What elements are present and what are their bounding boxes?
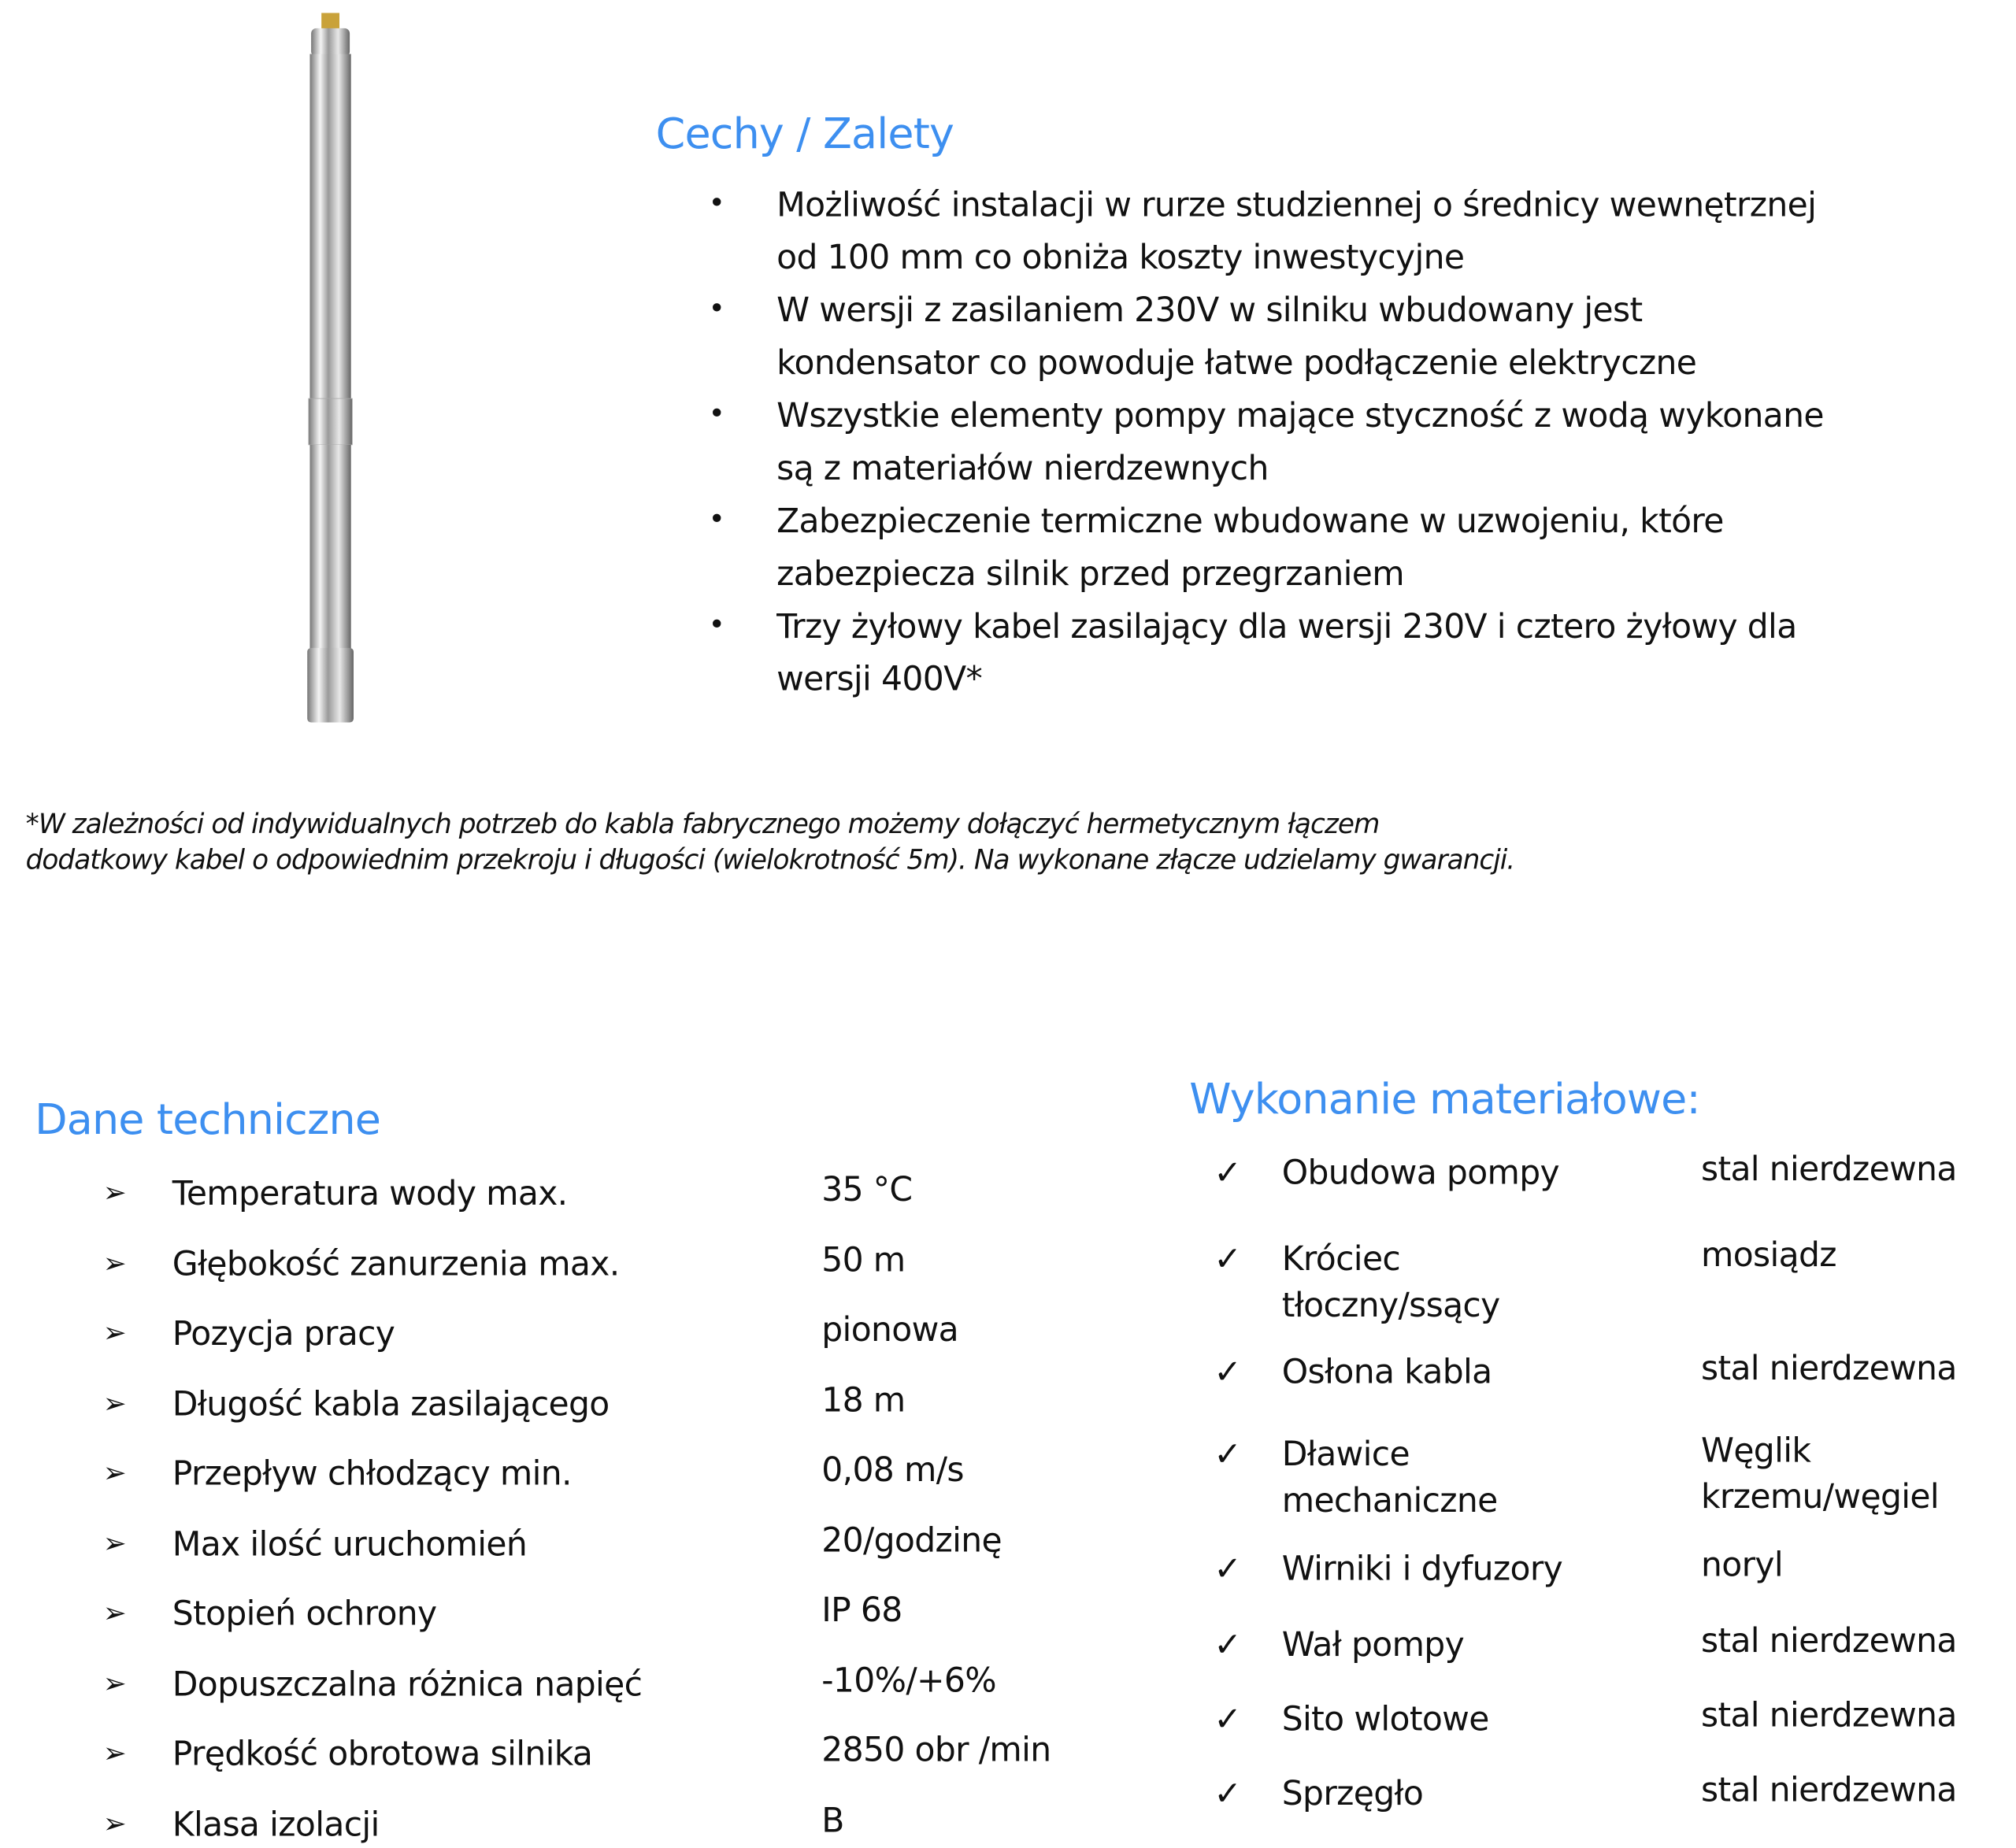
check-icon: ✓ xyxy=(1214,1354,1242,1393)
feature-line: zabezpiecza silnik przed przegrzaniem xyxy=(776,555,1404,594)
tech-label: Stopień ochrony xyxy=(172,1595,437,1635)
tech-label: Przepływ chłodzący min. xyxy=(172,1455,573,1494)
check-icon: ✓ xyxy=(1214,1700,1242,1739)
tech-value: -10%/+6% xyxy=(821,1661,996,1701)
feature-line: wersji 400V* xyxy=(776,661,983,700)
tech-label: Temperatura wody max. xyxy=(172,1175,568,1214)
arrowhead-icon: ➢ xyxy=(102,1528,127,1561)
material-value: stal nierdzewna xyxy=(1700,1350,1957,1389)
material-label: Króciec xyxy=(1281,1240,1401,1280)
material-value: mosiądz xyxy=(1700,1236,1837,1276)
material-label: Obudowa pompy xyxy=(1281,1154,1560,1194)
feature-line: Zabezpieczenie termiczne wbudowane w uzw… xyxy=(776,502,1724,542)
feature-line: Trzy żyłowy kabel zasilający dla wersji … xyxy=(776,608,1797,647)
bullet-icon: • xyxy=(708,503,725,536)
footnote-line: dodatkowy kabel o odpowiednim przekroju … xyxy=(25,844,1516,876)
arrowhead-icon: ➢ xyxy=(102,1317,127,1350)
tech-label: Max ilość uruchomień xyxy=(172,1525,528,1565)
arrowhead-icon: ➢ xyxy=(102,1457,127,1491)
tech-value: IP 68 xyxy=(821,1591,902,1631)
material-value: stal nierdzewna xyxy=(1700,1771,1957,1810)
bullet-icon: • xyxy=(708,187,725,220)
tech-title: Dane techniczne xyxy=(35,1094,381,1145)
material-label: Wirniki i dyfuzory xyxy=(1281,1550,1563,1589)
check-icon: ✓ xyxy=(1214,1775,1242,1814)
material-label: tłoczny/ssący xyxy=(1281,1287,1501,1326)
feature-line: kondensator co powoduje łatwe podłączeni… xyxy=(776,344,1697,383)
feature-line: od 100 mm co obniża koszty inwestycyjne xyxy=(776,239,1465,278)
material-label: Sprzęgło xyxy=(1281,1775,1424,1814)
tech-value: 20/godzinę xyxy=(821,1521,1002,1561)
feature-line: Możliwość instalacji w rurze studziennej… xyxy=(776,186,1817,225)
check-icon: ✓ xyxy=(1214,1240,1242,1280)
footnote-line: *W zależności od indywidualnych potrzeb … xyxy=(25,808,1380,840)
materials-title: Wykonanie materiałowe: xyxy=(1189,1073,1700,1124)
tech-label: Dopuszczalna różnica napięć xyxy=(172,1665,643,1705)
bullet-icon: • xyxy=(708,398,725,431)
tech-value: 0,08 m/s xyxy=(821,1451,964,1491)
material-value: krzemu/węgiel xyxy=(1700,1478,1940,1517)
material-value: stal nierdzewna xyxy=(1700,1150,1957,1190)
tech-label: Głębokość zanurzenia max. xyxy=(172,1245,620,1284)
tech-value: 50 m xyxy=(821,1241,906,1280)
feature-line: W wersji z zasilaniem 230V w silniku wbu… xyxy=(776,291,1643,331)
arrowhead-icon: ➢ xyxy=(102,1808,127,1841)
pump-image xyxy=(307,13,354,723)
arrowhead-icon: ➢ xyxy=(102,1177,127,1210)
tech-value: B xyxy=(821,1802,844,1841)
material-value: stal nierdzewna xyxy=(1700,1697,1957,1736)
tech-value: 18 m xyxy=(821,1381,906,1420)
arrowhead-icon: ➢ xyxy=(102,1598,127,1631)
material-value: stal nierdzewna xyxy=(1700,1622,1957,1661)
tech-value: 35 °C xyxy=(821,1171,913,1210)
feature-line: Wszystkie elementy pompy mające stycznoś… xyxy=(776,397,1824,436)
tech-label: Długość kabla zasilającego xyxy=(172,1385,610,1424)
check-icon: ✓ xyxy=(1214,1626,1242,1665)
arrowhead-icon: ➢ xyxy=(102,1247,127,1280)
tech-value: 2850 obr /min xyxy=(821,1731,1051,1771)
check-icon: ✓ xyxy=(1214,1154,1242,1194)
material-label: Wał pompy xyxy=(1281,1626,1465,1665)
tech-label: Prędkość obrotowa silnika xyxy=(172,1735,593,1775)
material-label: Osłona kabla xyxy=(1281,1354,1492,1393)
tech-label: Pozycja pracy xyxy=(172,1315,395,1354)
arrowhead-icon: ➢ xyxy=(102,1738,127,1771)
feature-line: są z materiałów nierdzewnych xyxy=(776,450,1269,489)
features-title: Cechy / Zalety xyxy=(655,108,954,158)
material-value: noryl xyxy=(1700,1546,1784,1586)
bullet-icon: • xyxy=(708,293,725,326)
material-value: Węglik xyxy=(1700,1431,1811,1471)
arrowhead-icon: ➢ xyxy=(102,1668,127,1701)
check-icon: ✓ xyxy=(1214,1550,1242,1589)
check-icon: ✓ xyxy=(1214,1435,1242,1475)
tech-label: Klasa izolacji xyxy=(172,1805,380,1845)
material-label: Sito wlotowe xyxy=(1281,1700,1490,1739)
arrowhead-icon: ➢ xyxy=(102,1387,127,1420)
tech-value: pionowa xyxy=(821,1311,959,1350)
material-label: Dławice xyxy=(1281,1435,1410,1475)
material-label: mechaniczne xyxy=(1281,1482,1499,1521)
bullet-icon: • xyxy=(708,609,725,642)
